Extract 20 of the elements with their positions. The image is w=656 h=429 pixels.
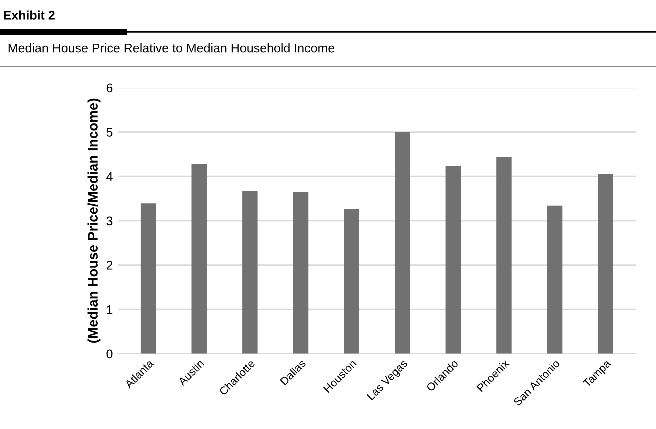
bar [394,132,410,354]
bar [192,164,207,354]
y-tick-label: 4 [106,172,113,182]
y-tick-label: 3 [106,216,113,226]
bar [547,206,563,354]
chart-title: Exhibit 2 [4,10,55,20]
chart-subtitle: Median House Price Relative to Median Household Income [8,44,335,53]
y-tick-label: 5 [106,128,113,137]
bar [446,166,462,354]
bar [242,191,258,354]
bar [496,158,512,354]
y-tick-label: 0 [106,350,113,359]
y-tick-label: 1 [107,306,113,314]
bar [140,204,156,354]
bar [598,174,614,354]
y-axis-title: (Median House Price/Median Income) [88,98,101,343]
y-tick-label: 6 [106,84,113,93]
bar [293,192,309,354]
bar [344,209,360,354]
y-tick-label: 2 [106,261,113,270]
